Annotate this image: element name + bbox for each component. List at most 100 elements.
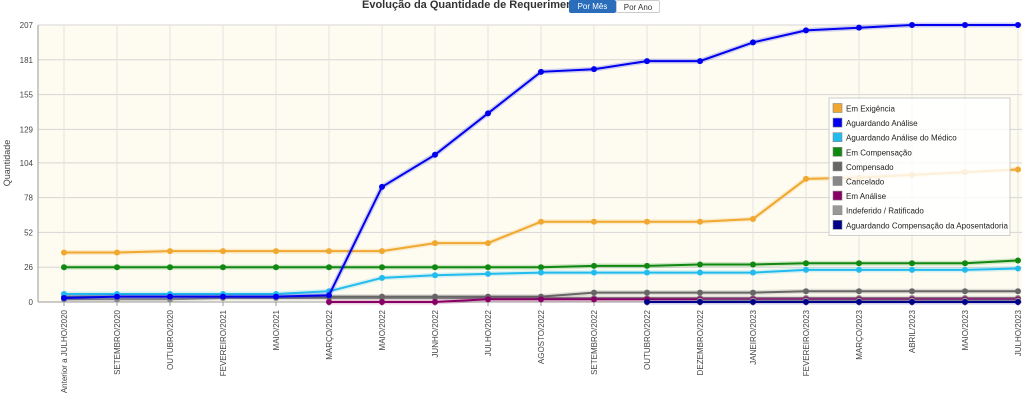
data-point[interactable]	[326, 299, 332, 305]
data-point[interactable]	[485, 240, 491, 247]
data-point[interactable]	[750, 299, 756, 305]
data-point[interactable]	[697, 289, 703, 296]
data-point[interactable]	[803, 299, 809, 305]
data-point[interactable]	[379, 183, 385, 190]
data-point[interactable]	[538, 296, 544, 303]
data-point[interactable]	[750, 289, 756, 296]
legend-item-label[interactable]: Aguardando Análise do Médico	[846, 134, 957, 143]
data-point[interactable]	[114, 249, 120, 256]
data-point[interactable]	[909, 288, 915, 295]
data-point[interactable]	[1015, 299, 1021, 305]
data-point[interactable]	[220, 264, 226, 271]
data-point[interactable]	[1015, 166, 1021, 173]
data-point[interactable]	[591, 289, 597, 296]
data-point[interactable]	[750, 261, 756, 268]
data-point[interactable]	[432, 293, 438, 300]
data-point[interactable]	[326, 292, 332, 299]
data-point[interactable]	[697, 261, 703, 268]
data-point[interactable]	[803, 288, 809, 295]
data-point[interactable]	[697, 299, 703, 305]
data-point[interactable]	[220, 293, 226, 300]
data-point[interactable]	[379, 274, 385, 281]
data-point[interactable]	[432, 299, 438, 305]
legend-item-label[interactable]: Em Análise	[846, 192, 887, 201]
tab-por-ano[interactable]: Por Ano	[616, 0, 660, 13]
data-point[interactable]	[379, 293, 385, 300]
data-point[interactable]	[432, 240, 438, 247]
data-point[interactable]	[432, 151, 438, 158]
data-point[interactable]	[273, 264, 279, 271]
data-point[interactable]	[61, 294, 67, 301]
data-point[interactable]	[644, 262, 650, 269]
data-point[interactable]	[220, 248, 226, 255]
data-point[interactable]	[591, 218, 597, 225]
data-point[interactable]	[538, 264, 544, 271]
data-point[interactable]	[750, 216, 756, 223]
data-point[interactable]	[591, 269, 597, 276]
legend-item-label[interactable]: Aguardando Compensação da Aposentadoria	[846, 221, 1008, 230]
data-point[interactable]	[379, 299, 385, 305]
data-point[interactable]	[697, 218, 703, 225]
data-point[interactable]	[909, 22, 915, 28]
data-point[interactable]	[962, 299, 968, 305]
data-point[interactable]	[538, 269, 544, 276]
data-point[interactable]	[856, 24, 862, 31]
data-point[interactable]	[644, 269, 650, 276]
data-point[interactable]	[750, 39, 756, 46]
data-point[interactable]	[114, 293, 120, 300]
data-point[interactable]	[485, 270, 491, 277]
data-point[interactable]	[697, 58, 703, 65]
data-point[interactable]	[909, 299, 915, 305]
legend-item-label[interactable]: Indeferido / Ratificado	[846, 207, 924, 216]
data-point[interactable]	[856, 299, 862, 305]
tab-por-mes[interactable]: Por Mês	[569, 0, 616, 13]
data-point[interactable]	[485, 296, 491, 303]
data-point[interactable]	[750, 269, 756, 276]
data-point[interactable]	[1015, 265, 1021, 272]
data-point[interactable]	[909, 260, 915, 267]
data-point[interactable]	[644, 58, 650, 65]
data-point[interactable]	[167, 293, 173, 300]
data-point[interactable]	[114, 264, 120, 271]
data-point[interactable]	[591, 262, 597, 269]
data-point[interactable]	[803, 27, 809, 34]
data-point[interactable]	[326, 264, 332, 271]
data-point[interactable]	[644, 299, 650, 305]
data-point[interactable]	[485, 264, 491, 271]
data-point[interactable]	[432, 264, 438, 271]
data-point[interactable]	[644, 218, 650, 225]
data-point[interactable]	[591, 296, 597, 303]
data-point[interactable]	[273, 248, 279, 255]
legend-item-label[interactable]: Em Exigência	[846, 105, 895, 114]
legend-item-label[interactable]: Compensado	[846, 163, 894, 172]
data-point[interactable]	[379, 264, 385, 271]
data-point[interactable]	[1015, 288, 1021, 295]
data-point[interactable]	[61, 249, 67, 256]
data-point[interactable]	[61, 264, 67, 271]
data-point[interactable]	[962, 288, 968, 295]
data-point[interactable]	[697, 269, 703, 276]
data-point[interactable]	[856, 288, 862, 295]
data-point[interactable]	[1015, 257, 1021, 264]
data-point[interactable]	[273, 293, 279, 300]
data-point[interactable]	[432, 272, 438, 279]
data-point[interactable]	[538, 218, 544, 225]
data-point[interactable]	[326, 248, 332, 255]
data-point[interactable]	[485, 110, 491, 117]
data-point[interactable]	[909, 266, 915, 273]
data-point[interactable]	[1015, 22, 1021, 28]
data-point[interactable]	[644, 289, 650, 296]
data-point[interactable]	[591, 66, 597, 73]
data-point[interactable]	[803, 266, 809, 273]
data-point[interactable]	[167, 248, 173, 255]
legend-item-label[interactable]: Cancelado	[846, 178, 885, 187]
data-point[interactable]	[962, 260, 968, 267]
data-point[interactable]	[538, 68, 544, 75]
data-point[interactable]	[962, 266, 968, 273]
data-point[interactable]	[962, 22, 968, 28]
legend-item-label[interactable]: Aguardando Análise	[846, 119, 918, 128]
data-point[interactable]	[856, 266, 862, 273]
legend-item-label[interactable]: Em Compensação	[846, 148, 912, 157]
data-point[interactable]	[379, 248, 385, 255]
data-point[interactable]	[803, 260, 809, 267]
